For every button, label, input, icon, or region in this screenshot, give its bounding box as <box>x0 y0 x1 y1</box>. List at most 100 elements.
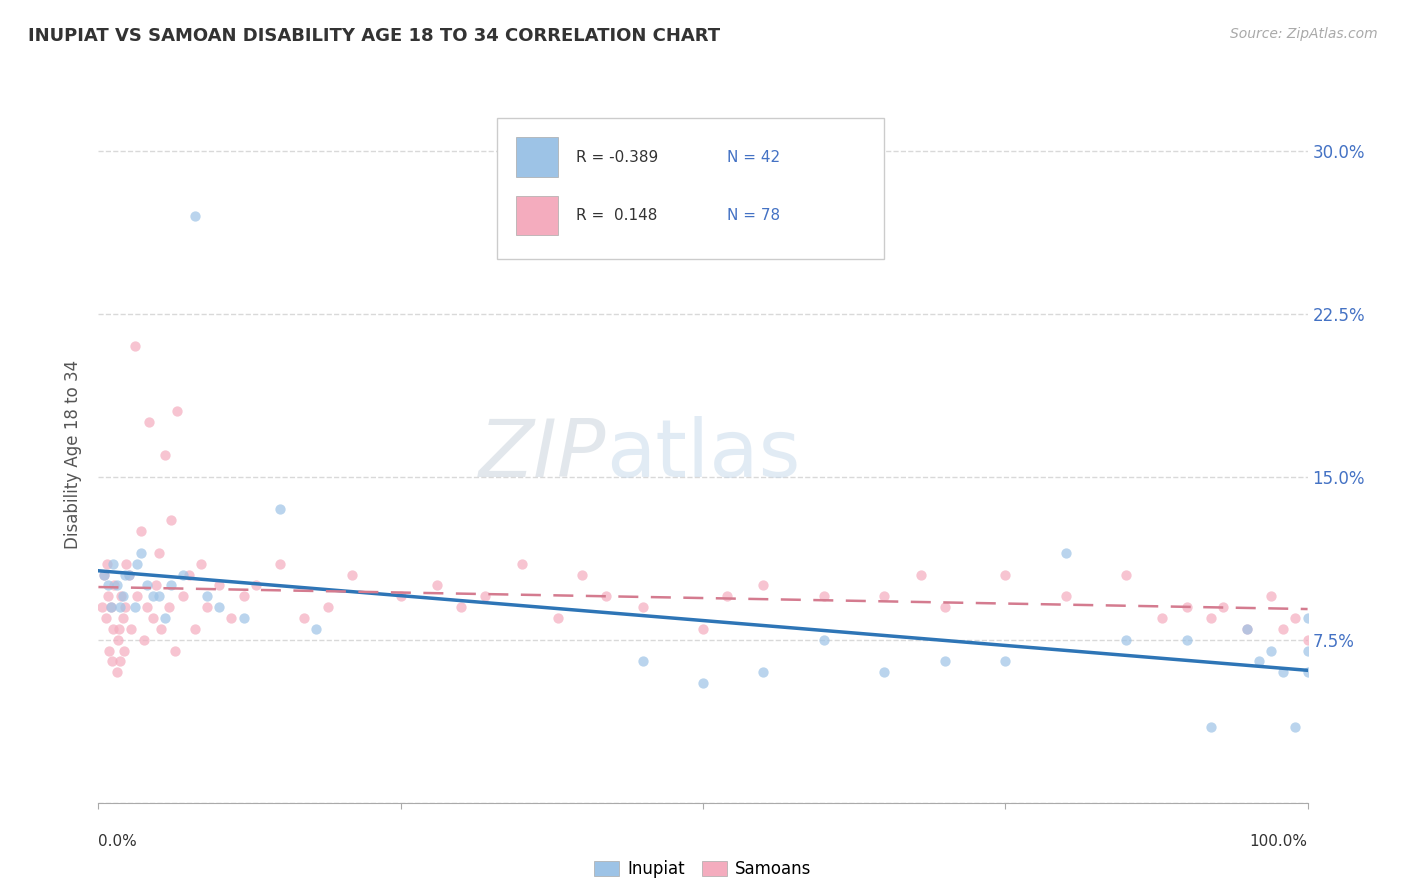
Point <box>1115 567 1137 582</box>
Point <box>115 557 138 571</box>
Point <box>1272 622 1295 636</box>
Point <box>474 589 496 603</box>
Point <box>232 611 254 625</box>
Point <box>101 557 124 571</box>
Point <box>316 600 339 615</box>
Point <box>1152 611 1174 625</box>
Point <box>190 557 212 571</box>
Point <box>108 600 131 615</box>
Point <box>153 611 176 625</box>
Point <box>595 589 617 603</box>
Point <box>184 209 207 223</box>
Point <box>98 643 121 657</box>
Point <box>1199 720 1222 734</box>
Point <box>426 578 449 592</box>
Point <box>111 589 134 603</box>
Point <box>1272 665 1295 680</box>
Point <box>153 448 176 462</box>
Point <box>1284 611 1306 625</box>
Point <box>1054 589 1077 603</box>
Text: ZIP: ZIP <box>479 416 606 494</box>
Point <box>813 632 835 647</box>
Point <box>100 600 122 615</box>
Point <box>631 655 654 669</box>
Point <box>631 600 654 615</box>
Point <box>112 643 135 657</box>
Point <box>118 567 141 582</box>
Point <box>208 578 231 592</box>
Point <box>129 546 152 560</box>
Point <box>1296 632 1319 647</box>
Point <box>124 600 146 615</box>
Point <box>101 622 124 636</box>
Legend: Inupiat, Samoans: Inupiat, Samoans <box>588 854 818 885</box>
Point <box>910 567 932 582</box>
Point <box>184 622 207 636</box>
Point <box>135 578 157 592</box>
Point <box>195 600 218 615</box>
Text: 100.0%: 100.0% <box>1250 834 1308 849</box>
Point <box>145 578 167 592</box>
Point <box>111 611 134 625</box>
Point <box>97 578 120 592</box>
Point <box>510 557 533 571</box>
Point <box>93 567 115 582</box>
Point <box>571 567 593 582</box>
Point <box>91 600 114 615</box>
Point <box>135 600 157 615</box>
Point <box>1115 632 1137 647</box>
Point <box>172 589 194 603</box>
Point <box>118 567 141 582</box>
Point <box>1199 611 1222 625</box>
Point <box>1236 622 1258 636</box>
Point <box>305 622 328 636</box>
Point <box>94 611 117 625</box>
Point <box>269 502 291 516</box>
Point <box>389 589 412 603</box>
Point <box>813 589 835 603</box>
Point <box>994 567 1017 582</box>
Point <box>692 676 714 690</box>
Point <box>163 643 186 657</box>
Point <box>752 578 775 592</box>
Point <box>150 622 173 636</box>
Point <box>127 557 149 571</box>
Point <box>934 655 956 669</box>
Point <box>873 665 896 680</box>
Point <box>873 589 896 603</box>
Point <box>1260 589 1282 603</box>
Point <box>124 339 146 353</box>
Point <box>105 578 128 592</box>
Point <box>179 567 201 582</box>
Point <box>547 611 569 625</box>
Point <box>107 632 129 647</box>
Point <box>292 611 315 625</box>
Point <box>934 600 956 615</box>
Point <box>100 600 122 615</box>
Point <box>157 600 180 615</box>
Text: INUPIAT VS SAMOAN DISABILITY AGE 18 TO 34 CORRELATION CHART: INUPIAT VS SAMOAN DISABILITY AGE 18 TO 3… <box>28 27 720 45</box>
Point <box>716 589 738 603</box>
Point <box>148 589 170 603</box>
Point <box>103 578 125 592</box>
Point <box>752 665 775 680</box>
Point <box>1212 600 1234 615</box>
Text: N = 42: N = 42 <box>727 150 780 164</box>
Point <box>450 600 472 615</box>
Point <box>166 404 188 418</box>
FancyBboxPatch shape <box>498 118 884 260</box>
FancyBboxPatch shape <box>516 196 558 235</box>
Point <box>172 567 194 582</box>
Text: atlas: atlas <box>606 416 800 494</box>
Point <box>1296 643 1319 657</box>
Point <box>1236 622 1258 636</box>
Point <box>142 589 165 603</box>
Point <box>160 513 183 527</box>
Point <box>1175 632 1198 647</box>
Point <box>208 600 231 615</box>
Text: 0.0%: 0.0% <box>98 834 138 849</box>
Point <box>114 567 136 582</box>
Point <box>221 611 243 625</box>
Point <box>1260 643 1282 657</box>
Text: Source: ZipAtlas.com: Source: ZipAtlas.com <box>1230 27 1378 41</box>
